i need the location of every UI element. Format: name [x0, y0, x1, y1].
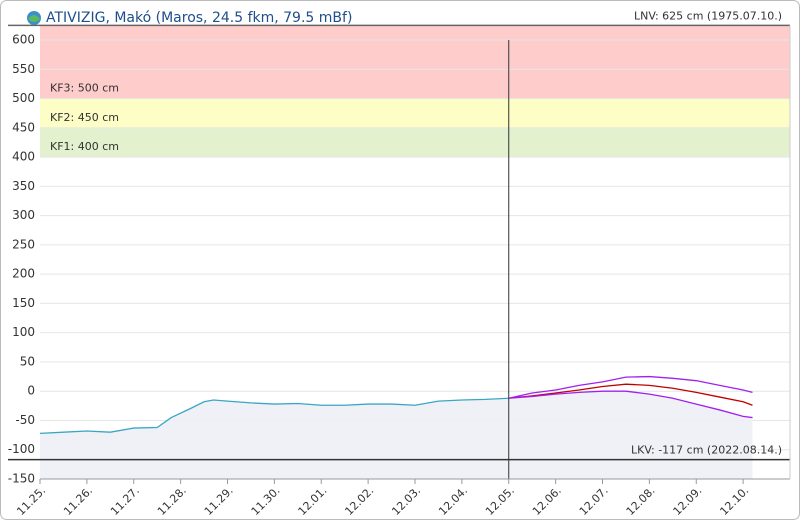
y-tick-label: -50 [15, 413, 35, 427]
band-label: KF1: 400 cm [50, 140, 119, 153]
y-tick-label: -150 [8, 472, 35, 486]
band-label: KF2: 450 cm [50, 111, 119, 124]
series-line [508, 383, 753, 406]
series-line [508, 390, 753, 419]
y-tick-label: 150 [12, 296, 35, 310]
series-line [508, 375, 753, 399]
area-fill [508, 391, 753, 479]
y-tick-label: 550 [12, 62, 35, 76]
y-tick-label: 300 [12, 208, 35, 222]
y-tick-label: 400 [12, 150, 35, 164]
series-line [39, 397, 509, 434]
alert-band [40, 25, 790, 99]
y-tick-label: 250 [12, 237, 35, 251]
chart-title: ATIVIZIG, Makó (Maros, 24.5 fkm, 79.5 mB… [46, 10, 352, 26]
ref-label: LNV: 625 cm (1975.07.10.) [634, 9, 782, 22]
ref-label: LKV: -117 cm (2022.08.14.) [631, 444, 782, 457]
logo [27, 11, 41, 25]
y-tick-label: 350 [12, 179, 35, 193]
y-tick-label: 0 [27, 384, 35, 398]
band-label: KF3: 500 cm [50, 82, 119, 95]
y-tick-label: -100 [8, 442, 35, 456]
area-fill [40, 398, 509, 479]
y-tick-label: 200 [12, 267, 35, 281]
y-tick-label: 450 [12, 120, 35, 134]
y-tick-label: 600 [12, 33, 35, 47]
alert-band [40, 98, 790, 128]
y-tick-label: 100 [12, 325, 35, 339]
y-tick-label: 500 [12, 91, 35, 105]
y-tick-label: 50 [20, 354, 35, 368]
alert-band [40, 127, 790, 158]
